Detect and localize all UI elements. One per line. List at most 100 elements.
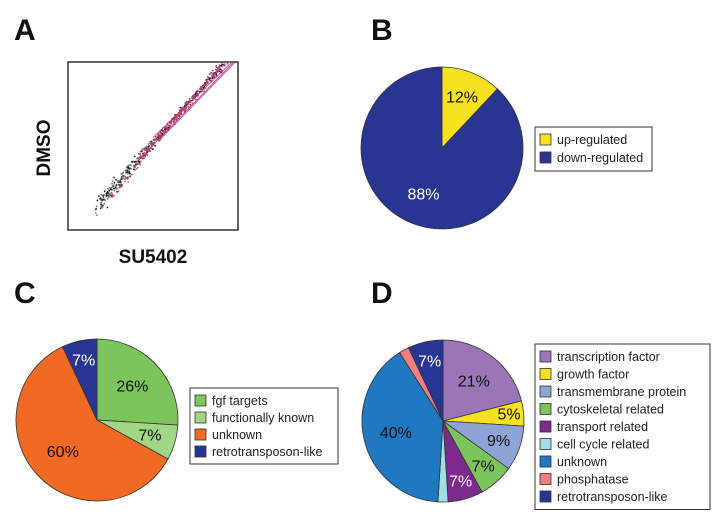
scatter-point xyxy=(101,198,103,201)
scatter-point xyxy=(100,202,102,204)
scatter-point xyxy=(219,67,221,70)
scatter-point xyxy=(137,153,140,155)
scatter-point xyxy=(118,184,120,186)
scatter-point xyxy=(131,173,133,176)
scatter-point xyxy=(211,69,214,72)
panel-label-a: A xyxy=(14,14,36,47)
scatter-point xyxy=(108,192,110,195)
scatter-point xyxy=(115,183,118,186)
scatter-point xyxy=(155,138,158,141)
legend-c: fgf targets functionally known unknown retr… xyxy=(189,387,339,465)
pie-d-pct-label: 7% xyxy=(472,459,495,476)
pie-d-legend-label: transcription factor xyxy=(557,350,660,364)
scatter-point xyxy=(95,214,98,217)
pie-d-legend-label: unknown xyxy=(557,455,607,469)
scatter-point xyxy=(163,131,165,134)
scatter-trend-line xyxy=(152,62,232,138)
scatter-point xyxy=(212,72,215,75)
scatter-point xyxy=(131,161,133,164)
scatter-point xyxy=(110,191,113,194)
pie-d-legend-label: growth factor xyxy=(557,368,629,382)
scatter-point xyxy=(103,203,106,205)
scatter-point xyxy=(104,199,106,202)
scatter-point xyxy=(185,106,188,109)
scatter-point xyxy=(127,170,130,172)
scatter-point xyxy=(215,64,218,67)
pie-c-legend-box xyxy=(189,387,339,465)
scatter-point xyxy=(99,207,102,210)
scatter-point xyxy=(118,181,121,184)
pie-d-pct-label: 21% xyxy=(458,373,490,390)
pie-b-pct-label: 12% xyxy=(446,90,478,107)
scatter-point xyxy=(117,190,120,193)
scatter-point xyxy=(111,193,114,196)
scatter-point xyxy=(132,164,136,168)
pie-d-legend-label: cell cycle related xyxy=(557,438,649,452)
pie-c-pct-label: 7% xyxy=(72,353,95,370)
pie-b-legend-box xyxy=(534,126,653,172)
pie-c-slice-fgf-targets xyxy=(96,338,179,426)
scatter-point xyxy=(100,203,102,206)
pie-c-slice-unknown xyxy=(15,346,169,502)
scatter-point xyxy=(135,168,138,170)
scatter-point xyxy=(206,78,209,81)
scatter-point xyxy=(191,102,194,104)
pie-d-slice-retrotransposon-like xyxy=(407,339,444,422)
scatter-point xyxy=(127,181,130,183)
scatter-point xyxy=(109,193,112,196)
scatter-point xyxy=(115,179,117,181)
scatter-point xyxy=(210,71,213,74)
scatter-point xyxy=(161,132,164,135)
scatter-point xyxy=(141,148,144,150)
scatter-trend-line xyxy=(161,62,235,139)
scatter-point xyxy=(154,144,157,147)
scatter-point xyxy=(138,161,141,164)
scatter-point xyxy=(185,100,189,104)
scatter-point xyxy=(181,106,183,109)
scatter-point xyxy=(180,112,183,115)
scatter-point xyxy=(152,138,155,141)
scatter-point xyxy=(139,163,142,166)
scatter-point xyxy=(196,89,199,92)
scatter-point xyxy=(226,62,229,65)
scatter-points xyxy=(94,62,235,217)
scatter-point xyxy=(109,188,112,191)
pie-d-legend-swatch xyxy=(539,473,552,485)
pie-c-pct-label: 60% xyxy=(47,444,79,461)
scatter-point xyxy=(206,76,209,78)
scatter-point xyxy=(206,80,209,84)
scatter-point xyxy=(95,205,98,208)
scatter-point xyxy=(94,209,97,211)
scatter-point xyxy=(120,176,123,179)
pie-c-legend-swatch xyxy=(194,394,207,407)
scatter-point xyxy=(128,164,131,167)
pie-d-legend-label: retrotransposon-like xyxy=(557,490,668,504)
scatter-point xyxy=(100,199,103,202)
scatter-point xyxy=(120,183,122,185)
legend-d: transcription factor growth factor transme… xyxy=(534,343,711,510)
scatter-point xyxy=(169,122,172,125)
pie-d-pct-label: 7% xyxy=(418,354,441,371)
scatter-point xyxy=(217,66,220,69)
scatter-point xyxy=(212,75,216,79)
scatter-point xyxy=(107,187,110,190)
scatter-point xyxy=(111,182,113,185)
pie-chart-c: 26% 7% 60% 7% xyxy=(15,338,179,502)
scatter-point xyxy=(126,176,129,180)
scatter-point xyxy=(191,97,194,100)
scatter-point xyxy=(106,197,109,200)
scatter-point xyxy=(127,167,130,170)
scatter-point xyxy=(130,164,132,167)
scatter-point xyxy=(175,118,177,120)
scatter-point xyxy=(194,93,197,95)
pie-d-pct-label: 9% xyxy=(487,433,510,450)
scatter-point xyxy=(111,185,114,188)
scatter-ylabel: DMSO xyxy=(34,120,55,177)
scatter-point xyxy=(126,168,128,170)
scatter-point xyxy=(137,166,139,169)
scatter-point xyxy=(126,173,129,175)
pie-c-legend-label: functionally known xyxy=(212,411,314,425)
pie-d-legend-swatch xyxy=(539,385,552,398)
scatter-point xyxy=(143,149,146,151)
